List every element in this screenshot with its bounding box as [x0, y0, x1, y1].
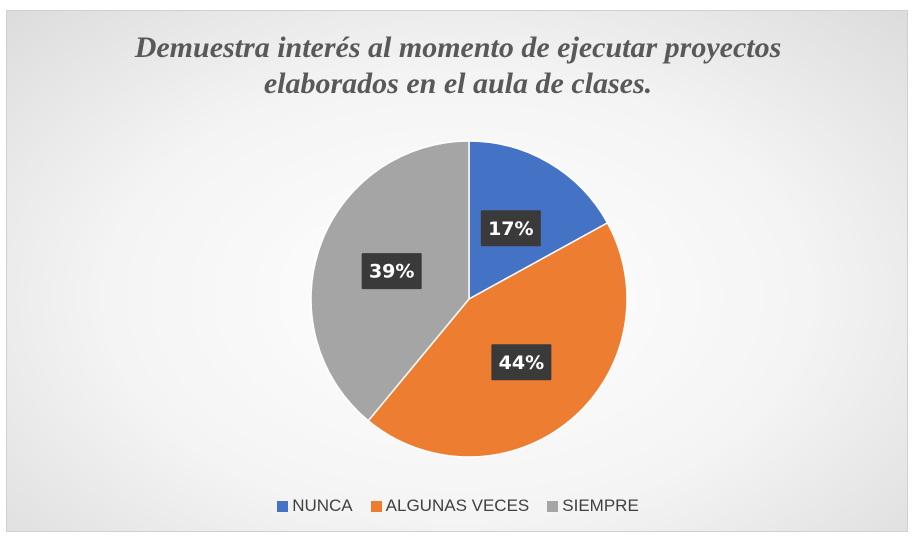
pie-slice: [367, 221, 628, 458]
data-label-box: [480, 210, 541, 247]
legend-entry: SIEMPRE: [547, 496, 639, 516]
legend-entry: ALGUNAS VECES: [370, 496, 530, 516]
legend-entry: NUNCA: [277, 496, 353, 516]
legend: NUNCA ALGUNAS VECES SIEMPRE: [0, 496, 916, 516]
data-label-box: [491, 344, 552, 381]
chart-title: Demuestra interés al momento de ejecutar…: [134, 31, 782, 100]
legend-swatch: [277, 500, 289, 512]
data-label: 39%: [369, 261, 414, 283]
data-label: 17%: [488, 218, 533, 240]
legend-label: SIEMPRE: [562, 496, 639, 515]
legend-label: ALGUNAS VECES: [385, 496, 530, 515]
data-label-box: [361, 253, 422, 290]
legend-label: NUNCA: [292, 496, 353, 515]
legend-swatch: [547, 500, 559, 512]
data-label: 44%: [499, 352, 544, 374]
legend-swatch: [370, 500, 382, 512]
